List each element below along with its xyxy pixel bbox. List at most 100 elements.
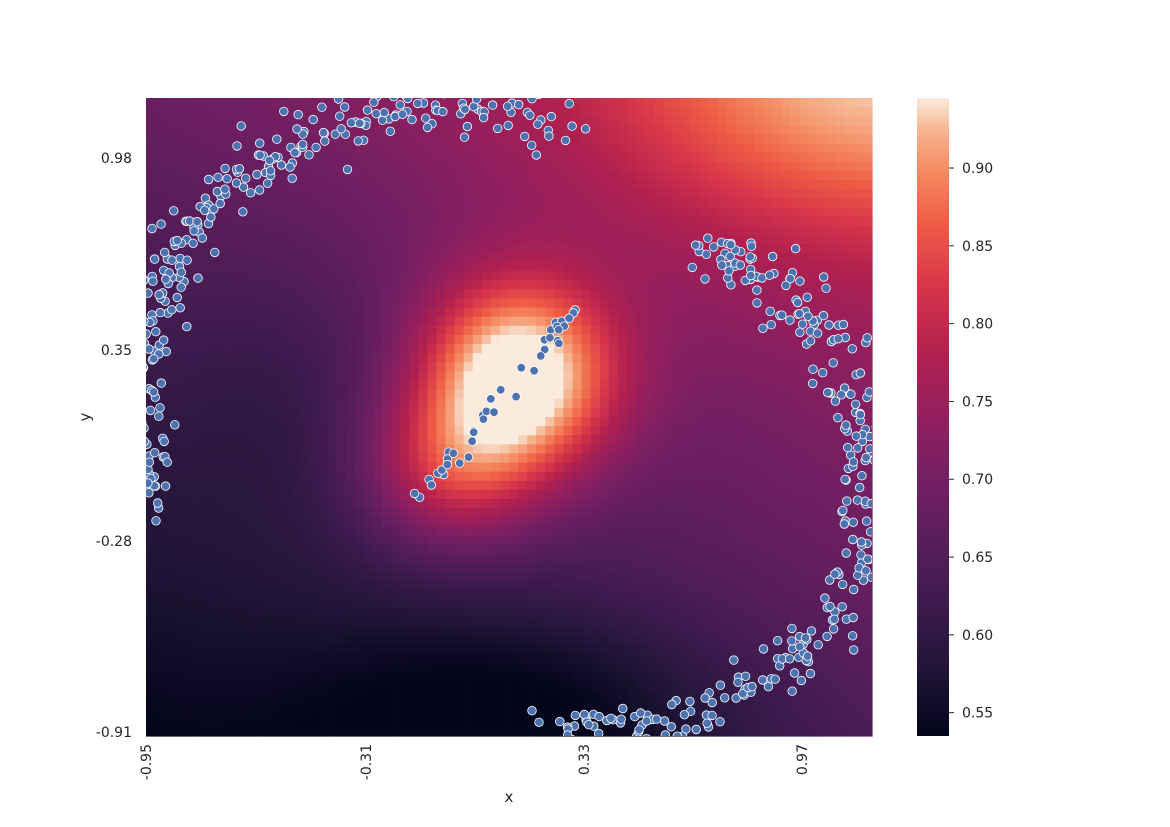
heatmap-cell (590, 681, 601, 692)
heatmap-cell (282, 334, 292, 345)
heatmap-cell (227, 435, 238, 445)
heatmap-cell (427, 289, 437, 300)
heatmap-cell (563, 280, 574, 290)
heatmap-cell (236, 617, 247, 628)
heatmap-cell (699, 426, 710, 436)
heatmap-cell (218, 626, 229, 637)
heatmap-cell (327, 280, 338, 290)
heatmap-cell (763, 334, 773, 345)
heatmap-cell (554, 125, 565, 136)
heatmap-cell (581, 462, 592, 473)
heatmap-cell (300, 708, 310, 719)
heatmap-cell (409, 289, 419, 300)
heatmap-cell (708, 252, 719, 263)
heatmap-cell (418, 216, 428, 227)
heatmap-cell (754, 644, 764, 655)
heatmap-cell (472, 553, 483, 564)
heatmap-cell (735, 289, 746, 300)
heatmap-cell (581, 435, 592, 445)
heatmap-cell (781, 125, 791, 136)
heatmap-cell (454, 380, 465, 391)
heatmap-cell (273, 180, 283, 190)
heatmap-cell (608, 726, 619, 737)
heatmap-cell (735, 462, 746, 473)
heatmap-cell (754, 216, 764, 227)
heatmap-cell (563, 708, 574, 719)
heatmap-cell (191, 708, 202, 719)
heatmap-cell (599, 143, 610, 154)
heatmap-cell (345, 362, 356, 373)
heatmap-cell (663, 298, 673, 309)
heatmap-cell (363, 726, 374, 737)
heatmap-cell (681, 353, 692, 363)
heatmap-cell (146, 152, 156, 163)
heatmap-cell (291, 371, 301, 382)
heatmap-cell (291, 180, 301, 190)
heatmap-cell (318, 398, 329, 409)
heatmap-cell (754, 362, 764, 373)
heatmap-cell (744, 325, 755, 336)
heatmap-cell (309, 344, 320, 354)
heatmap-cell (590, 316, 601, 327)
heatmap-cell (599, 362, 610, 373)
heatmap-cell (236, 234, 247, 245)
heatmap-cell (182, 508, 192, 518)
heatmap-cell (509, 398, 519, 409)
heatmap-cell (763, 699, 773, 710)
heatmap-cell (663, 307, 673, 318)
heatmap-cell (309, 562, 320, 573)
heatmap-cell (391, 398, 401, 409)
heatmap-cell (527, 207, 537, 218)
heatmap-cell (726, 398, 737, 409)
heatmap-cell (636, 161, 646, 172)
heatmap-cell (636, 207, 646, 218)
heatmap-cell (744, 489, 755, 500)
heatmap-cell (754, 234, 764, 245)
heatmap-cell (336, 189, 347, 199)
heatmap-cell (300, 663, 310, 673)
heatmap-cell (273, 508, 283, 518)
heatmap-cell (690, 107, 701, 117)
heatmap-cell (554, 681, 565, 692)
heatmap-cell (200, 717, 211, 728)
heatmap-cell (772, 289, 782, 300)
heatmap-cell (236, 170, 247, 181)
heatmap-cell (772, 170, 782, 181)
heatmap-cell (263, 389, 274, 400)
heatmap-cell (708, 644, 719, 655)
heatmap-cell (608, 608, 619, 619)
heatmap-cell (263, 143, 274, 154)
heatmap-cell (227, 125, 238, 136)
heatmap-cell (381, 262, 392, 272)
heatmap-cell (363, 407, 374, 418)
heatmap-cell (654, 298, 664, 309)
heatmap-cell (418, 508, 428, 518)
heatmap-cell (263, 125, 274, 136)
heatmap-cell (318, 161, 329, 172)
heatmap-cell (191, 334, 202, 345)
heatmap-cell (581, 635, 592, 646)
heatmap-cell (626, 380, 637, 391)
heatmap-cell (563, 125, 574, 136)
heatmap-cell (354, 617, 365, 628)
heatmap-cell (726, 189, 737, 199)
heatmap-cell (227, 517, 238, 527)
heatmap-cell (590, 252, 601, 263)
heatmap-cell (699, 398, 710, 409)
heatmap-cell (454, 626, 465, 637)
heatmap-cell (300, 334, 310, 345)
heatmap-cell (527, 353, 537, 363)
heatmap-cell (481, 362, 492, 373)
heatmap-cell (200, 435, 211, 445)
heatmap-cell (245, 635, 256, 646)
heatmap-cell (672, 371, 683, 382)
heatmap-cell (608, 644, 619, 655)
heatmap-cell (372, 389, 383, 400)
heatmap-cell (608, 626, 619, 637)
heatmap-cell (236, 535, 247, 546)
heatmap-cell (372, 307, 383, 318)
heatmap-cell (363, 143, 374, 154)
heatmap-cell (545, 462, 555, 473)
heatmap-cell (499, 344, 510, 354)
heatmap-cell (599, 344, 610, 354)
